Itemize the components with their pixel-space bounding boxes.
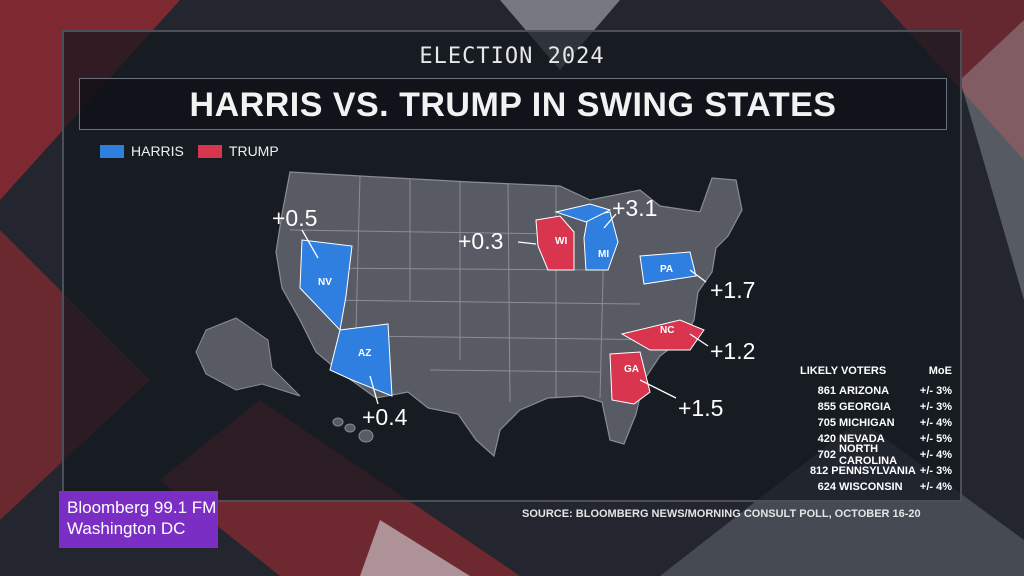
- state-arizona: [329, 323, 393, 397]
- legend-label-trump: TRUMP: [228, 143, 279, 159]
- title-box: [79, 78, 947, 130]
- callout-lines: [301, 213, 709, 405]
- legend-item-harris: HARRIS: [100, 143, 184, 159]
- state-label-nc: NC: [660, 325, 675, 336]
- state-label-pa: PA: [660, 264, 674, 275]
- margin-label-wi: +0.3: [458, 228, 504, 254]
- table-row: 861 ARIZONA +/- 3%: [800, 383, 952, 399]
- margin-label-nc: +1.2: [710, 338, 756, 364]
- table-row: 420 NEVADA +/- 5%: [800, 431, 952, 447]
- kicker-text: ELECTION 2024: [419, 44, 605, 69]
- table-header-left: LIKELY VOTERS: [800, 365, 887, 377]
- source-note: SOURCE: BLOOMBERG NEWS/MORNING CONSULT P…: [522, 508, 921, 520]
- state-label-wi: WI: [555, 236, 568, 247]
- voters-moe: +/- 3%: [919, 385, 952, 397]
- voters-moe: +/- 3%: [919, 401, 952, 413]
- alaska-shape: [195, 317, 301, 397]
- voters-state: GEORGIA: [839, 401, 891, 413]
- legend-swatch-trump: [197, 144, 222, 158]
- page-title: HARRIS VS. TRUMP IN SWING STATES: [189, 86, 837, 124]
- margin-label-nv: +0.5: [272, 205, 318, 231]
- legend: HARRIS TRUMP: [100, 143, 279, 159]
- likely-voters-table: LIKELY VOTERS MoE 861 ARIZONA +/- 3% 855…: [800, 365, 952, 495]
- voters-moe: +/- 5%: [919, 433, 952, 445]
- legend-label-harris: HARRIS: [131, 143, 184, 159]
- watermark-line-2: Washington DC: [67, 519, 186, 538]
- voters-count: 420: [817, 433, 836, 445]
- voters-state: PENNSYLVANIA: [831, 465, 916, 477]
- voters-moe: +/- 4%: [919, 481, 952, 493]
- state-label-mi: MI: [598, 249, 610, 260]
- voters-count: 861: [817, 385, 836, 397]
- voters-count: 855: [817, 401, 836, 413]
- state-michigan: [583, 211, 619, 271]
- state-nevada: [299, 239, 353, 332]
- voters-state: MICHIGAN: [839, 417, 895, 429]
- state-georgia: [609, 351, 651, 405]
- voters-moe: +/- 4%: [919, 417, 952, 429]
- table-header: LIKELY VOTERS MoE: [800, 365, 952, 377]
- state-wisconsin: [535, 215, 575, 271]
- table-header-right: MoE: [928, 365, 952, 377]
- margin-label-pa: +1.7: [710, 277, 756, 303]
- margin-label-mi: +3.1: [612, 195, 658, 221]
- voters-count: 812: [809, 465, 829, 477]
- legend-swatch-harris: [100, 144, 124, 158]
- voters-count: 702: [817, 449, 836, 461]
- table-row: 702 NORTH CAROLINA +/- 4%: [800, 443, 952, 467]
- margin-label-az: +0.4: [362, 404, 408, 430]
- table-row: 855 GEORGIA +/- 3%: [800, 399, 952, 415]
- legend-item-trump: TRUMP: [197, 143, 279, 159]
- voters-state: WISCONSIN: [839, 481, 903, 493]
- table-row: 705 MICHIGAN +/- 4%: [800, 415, 952, 431]
- station-watermark: Bloomberg 99.1 FM Washington DC: [59, 491, 218, 548]
- voters-moe: +/- 3%: [919, 465, 952, 477]
- state-pennsylvania: [639, 251, 697, 285]
- state-label-az: AZ: [358, 348, 372, 359]
- table-row: 624 WISCONSIN +/- 4%: [800, 479, 952, 495]
- voters-moe: +/- 4%: [919, 449, 952, 461]
- voters-state: ARIZONA: [839, 385, 890, 397]
- voters-state: NORTH CAROLINA: [839, 443, 898, 467]
- state-label-ga: GA: [624, 364, 639, 375]
- voters-count: 705: [817, 417, 836, 429]
- table-row: 812 PENNSYLVANIA +/- 3%: [800, 463, 952, 479]
- voters-count: 624: [817, 481, 836, 493]
- state-michigan-upper: [554, 203, 612, 223]
- voters-state: NEVADA: [839, 433, 885, 445]
- state-label-nv: NV: [318, 277, 332, 288]
- watermark-line-1: Bloomberg 99.1 FM: [67, 498, 217, 517]
- state-north-carolina: [620, 319, 705, 351]
- margin-label-ga: +1.5: [678, 395, 724, 421]
- hawaii-shape: [332, 417, 374, 443]
